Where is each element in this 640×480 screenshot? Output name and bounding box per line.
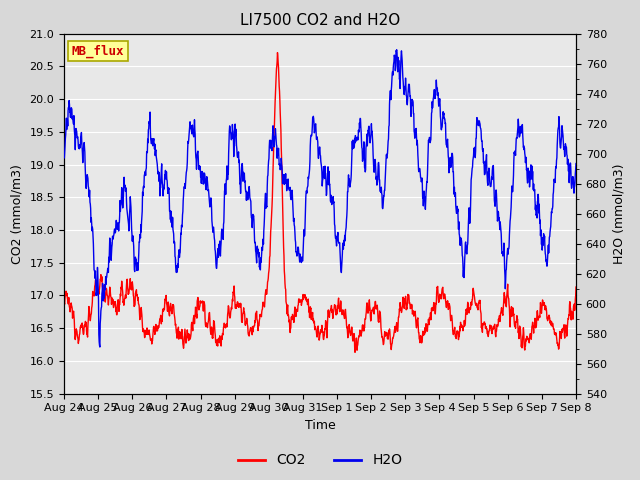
X-axis label: Time: Time xyxy=(305,419,335,432)
Title: LI7500 CO2 and H2O: LI7500 CO2 and H2O xyxy=(240,13,400,28)
Text: MB_flux: MB_flux xyxy=(72,44,124,58)
Legend: CO2, H2O: CO2, H2O xyxy=(232,448,408,473)
Y-axis label: H2O (mmol/m3): H2O (mmol/m3) xyxy=(612,163,625,264)
Y-axis label: CO2 (mmol/m3): CO2 (mmol/m3) xyxy=(11,164,24,264)
